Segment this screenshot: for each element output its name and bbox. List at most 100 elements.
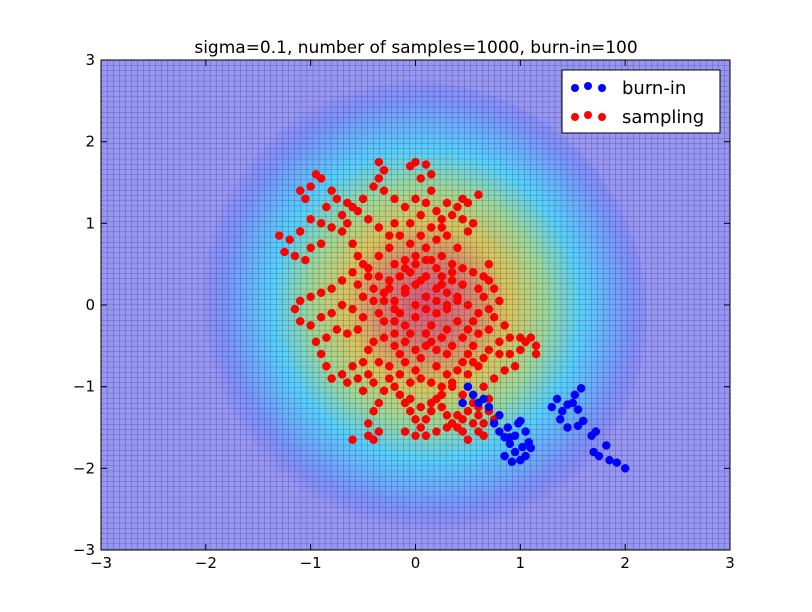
point-sampling [353,374,363,383]
point-sampling [316,349,326,359]
point-sampling [390,341,399,351]
point-sampling [290,304,300,314]
point-sampling [468,341,478,351]
point-burn-in [524,437,533,447]
point-sampling [505,349,515,359]
point-sampling [437,272,446,281]
point-sampling [463,300,473,310]
point-sampling [364,345,373,355]
point-sampling [463,435,473,444]
point-burn-in [578,416,588,426]
point-sampling [416,231,425,240]
point-burn-in [573,405,583,414]
point-burn-in [489,419,499,428]
point-sampling [390,296,399,306]
point-burn-in [500,451,509,461]
point-sampling [432,362,441,371]
point-sampling [447,268,457,277]
point-sampling [379,166,389,175]
point-sampling [374,357,384,367]
point-sampling [395,370,405,379]
point-sampling [442,370,452,379]
point-sampling [474,308,483,318]
point-sampling [437,251,446,261]
legend: burn-in sampling [561,69,721,134]
point-sampling [416,374,425,383]
point-sampling [369,337,378,346]
point-sampling [437,223,446,232]
point-sampling [411,300,420,310]
point-burn-in [495,427,504,436]
point-sampling [463,370,473,379]
point-sampling [447,276,457,285]
point-sampling [426,186,436,195]
point-sampling [390,259,399,269]
point-sampling [385,231,394,240]
point-sampling [426,321,436,330]
point-sampling [516,345,525,355]
point-burn-in [558,406,567,416]
point-sampling [400,202,410,212]
point-sampling [411,366,420,375]
legend-marker-burn-in [584,82,592,90]
point-sampling [385,374,394,383]
point-burn-in [570,390,580,400]
point-sampling [437,402,446,412]
point-sampling [411,194,420,204]
point-sampling [432,264,441,273]
point-sampling [385,362,394,371]
point-sampling [458,427,467,436]
point-sampling [500,321,509,330]
point-sampling [306,321,315,330]
point-sampling [369,378,378,387]
legend-marker-sampling [571,113,579,121]
y-tick-label: −1 [73,378,95,396]
point-sampling [348,435,357,444]
point-sampling [531,341,541,351]
point-sampling [400,337,410,346]
point-sampling [374,427,384,436]
point-sampling [479,382,488,391]
legend-marker-sampling [598,113,606,121]
point-sampling [495,349,504,359]
point-sampling [327,374,336,383]
point-sampling [337,370,347,379]
point-sampling [411,345,420,355]
point-sampling [374,272,384,281]
point-sampling [385,276,394,285]
point-sampling [301,194,310,204]
point-burn-in [620,464,630,473]
point-sampling [390,382,399,391]
point-sampling [332,325,342,334]
point-sampling [379,317,389,326]
point-sampling [458,333,467,342]
point-sampling [390,194,399,204]
point-sampling [358,292,368,302]
point-sampling [453,202,462,212]
point-sampling [322,333,331,342]
point-sampling [463,349,473,359]
point-sampling [474,411,483,420]
point-burn-in [547,402,557,412]
point-burn-in [507,457,517,467]
point-sampling [505,333,515,342]
point-sampling [358,357,368,367]
point-sampling [343,329,352,338]
point-sampling [406,394,415,404]
point-sampling [463,406,473,416]
point-sampling [495,296,504,306]
point-sampling [416,353,425,363]
point-sampling [516,333,525,342]
point-sampling [421,255,431,265]
point-sampling [426,223,436,232]
point-sampling [447,210,457,220]
point-sampling [311,337,321,346]
point-sampling [406,406,415,416]
point-burn-in [576,384,586,393]
point-sampling [322,362,331,371]
point-sampling [348,239,357,248]
point-sampling [489,313,499,322]
point-burn-in [463,382,473,391]
point-sampling [348,268,357,277]
legend-marker-burn-in [571,84,579,92]
